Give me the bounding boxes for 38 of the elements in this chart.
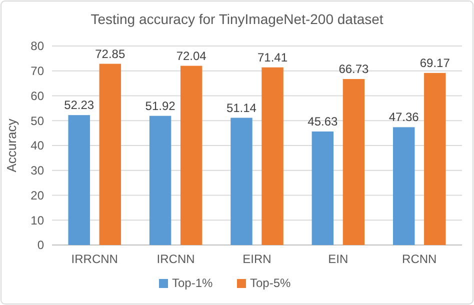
data-label: 66.73 [338,62,370,76]
x-tick-label: IRCNN [156,252,195,266]
data-label: 52.23 [64,98,94,112]
x-tick-label: EIN [328,252,348,266]
y-tick-label: 40 [30,138,44,153]
data-label: 69.17 [420,56,450,70]
bar [312,131,334,245]
bar [149,116,172,245]
y-tick-label: 10 [30,213,44,228]
data-label: 45.63 [308,114,338,128]
bar [342,79,365,245]
y-tick-label: 50 [30,114,44,128]
bar [230,118,252,245]
y-tick-label: 0 [37,238,44,252]
y-axis-title: Accuracy [4,118,19,172]
bar [68,115,90,245]
chart-title: Testing accuracy for TinyImageNet-200 dataset [90,11,384,27]
data-label: 47.36 [388,110,420,124]
data-label: 71.41 [258,50,288,64]
y-tick-label: 70 [30,64,44,78]
bar [392,127,415,245]
bar [424,72,446,245]
data-label: 72.04 [176,48,207,63]
x-tick-label: EIRN [242,252,272,266]
bar [262,67,284,245]
data-label: 51.92 [145,98,176,113]
x-tick-label: IRRCNN [71,252,118,266]
y-tick-label: 30 [30,164,44,178]
y-tick-label: 80 [30,39,44,54]
legend-label: Top-1% [172,276,214,290]
bar [99,64,122,245]
bar [180,66,202,245]
x-tick-label: RCNN [402,252,437,266]
data-label: 51.14 [226,100,257,115]
y-tick-label: 60 [30,88,44,103]
y-tick-label: 20 [30,188,44,202]
data-label: 72.85 [95,46,126,61]
legend-label: Top-5% [250,276,292,290]
